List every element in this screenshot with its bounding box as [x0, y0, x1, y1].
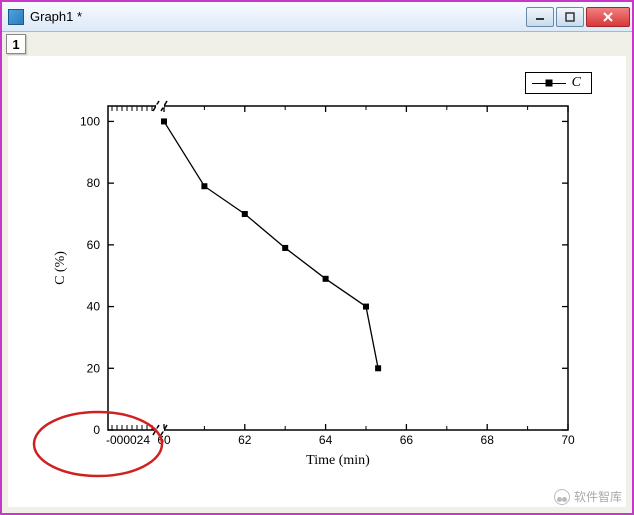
plot-area: 020406080100-000024606264666870Time (min… — [8, 56, 626, 507]
app-icon — [8, 9, 24, 25]
layer-tab-1[interactable]: 1 — [6, 34, 26, 54]
client-area: 1 020406080100-000024606264666870Time (m… — [2, 32, 632, 513]
minimize-button[interactable] — [526, 7, 554, 27]
x-axis-label: Time (min) — [306, 453, 370, 468]
watermark-text: 软件智库 — [574, 488, 622, 505]
y-tick-label: 60 — [87, 238, 101, 252]
y-axis-label: C (%) — [53, 251, 68, 285]
data-marker — [363, 304, 369, 310]
legend: C — [525, 72, 592, 94]
x-tick-label: 62 — [238, 433, 252, 447]
series-line — [164, 121, 378, 368]
data-marker — [161, 118, 167, 124]
close-button[interactable] — [586, 7, 630, 27]
window-title: Graph1 * — [30, 9, 524, 24]
window-frame: Graph1 * 1 020406080100-0000246062646668… — [0, 0, 634, 515]
y-tick-label: 80 — [87, 176, 101, 190]
chart: 020406080100-000024606264666870Time (min… — [8, 56, 626, 507]
data-marker — [323, 276, 329, 282]
x-tick-label: 68 — [481, 433, 495, 447]
x-tick-label: 64 — [319, 433, 333, 447]
data-marker — [242, 211, 248, 217]
legend-label: C — [572, 75, 581, 91]
x-tick-label: 70 — [561, 433, 575, 447]
y-tick-label: 40 — [87, 300, 101, 314]
legend-marker-icon — [532, 76, 566, 90]
watermark: 软件智库 — [554, 488, 622, 505]
data-marker — [282, 245, 288, 251]
data-marker — [375, 365, 381, 371]
y-tick-label: 20 — [87, 361, 101, 375]
y-tick-label: 0 — [93, 423, 100, 437]
wechat-icon — [554, 489, 570, 505]
x-tick-label: 66 — [400, 433, 414, 447]
y-tick-label: 100 — [80, 114, 100, 128]
x-tick-label-prebreak: -000024 — [106, 433, 150, 447]
window-controls — [524, 7, 630, 27]
titlebar: Graph1 * — [2, 2, 632, 32]
maximize-button[interactable] — [556, 7, 584, 27]
data-marker — [201, 183, 207, 189]
